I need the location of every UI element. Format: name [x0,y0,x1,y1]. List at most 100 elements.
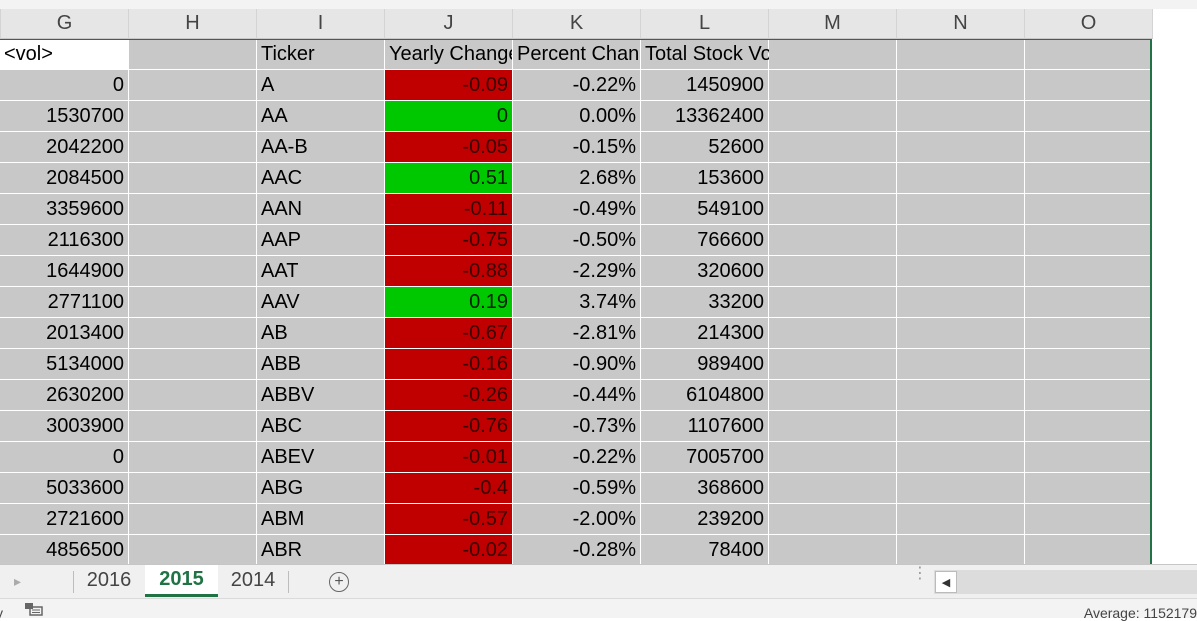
cell-yearly-change[interactable]: -0.09 [385,70,513,101]
sheet-scroll-right-icon[interactable]: ▸ [14,573,22,589]
cell-yearly-change[interactable]: -0.4 [385,473,513,504]
column-header-i[interactable]: I [257,9,385,39]
add-sheet-button[interactable]: + [329,572,349,592]
cell-empty-h[interactable] [129,411,257,442]
cell-empty-n[interactable] [897,163,1025,194]
cell-yearly-change[interactable]: 0.51 [385,163,513,194]
cell-empty-m[interactable] [769,256,897,287]
cell-empty-m[interactable] [769,132,897,163]
cell-empty-o[interactable] [1025,256,1153,287]
column-header-n[interactable]: N [897,9,1025,39]
cell-empty-o[interactable] [1025,504,1153,535]
column-header-g[interactable]: G [0,9,129,39]
sheet-tab-2015[interactable]: 2015 [145,565,218,597]
cell-total-volume[interactable]: 13362400 [641,101,769,132]
cell-empty-n[interactable] [897,535,1025,566]
cell-vol[interactable]: 2721600 [0,504,129,535]
cell-empty-h[interactable] [129,287,257,318]
cell-vol[interactable]: 2013400 [0,318,129,349]
cell-ticker[interactable]: AA-B [257,132,385,163]
cell-n1[interactable] [897,39,1025,70]
cell-empty-o[interactable] [1025,225,1153,256]
cell-yearly-change[interactable]: -0.05 [385,132,513,163]
cell-empty-n[interactable] [897,225,1025,256]
cell-vol[interactable]: 5134000 [0,349,129,380]
column-header-k[interactable]: K [513,9,641,39]
cell-empty-m[interactable] [769,535,897,566]
cell-empty-n[interactable] [897,473,1025,504]
cell-ticker[interactable]: ABM [257,504,385,535]
cell-yearly-change[interactable]: -0.88 [385,256,513,287]
cell-empty-o[interactable] [1025,132,1153,163]
cell-vol[interactable]: 2084500 [0,163,129,194]
cell-vol[interactable]: 1530700 [0,101,129,132]
cell-empty-m[interactable] [769,504,897,535]
cell-empty-h[interactable] [129,504,257,535]
cell-empty-o[interactable] [1025,411,1153,442]
cell-empty-h[interactable] [129,132,257,163]
cell-yearly-change[interactable]: -0.76 [385,411,513,442]
cell-vol[interactable]: 2042200 [0,132,129,163]
cell-empty-m[interactable] [769,442,897,473]
cell-empty-o[interactable] [1025,318,1153,349]
cell-total-volume[interactable]: 1107600 [641,411,769,442]
cell-empty-h[interactable] [129,535,257,566]
cell-ticker[interactable]: ABR [257,535,385,566]
cell-i1[interactable]: Ticker [257,39,385,70]
column-header-l[interactable]: L [641,9,769,39]
cell-vol[interactable]: 3359600 [0,194,129,225]
cell-yearly-change[interactable]: -0.75 [385,225,513,256]
cell-empty-o[interactable] [1025,349,1153,380]
cell-ticker[interactable]: A [257,70,385,101]
cell-empty-n[interactable] [897,256,1025,287]
cell-g1[interactable]: <vol> [0,39,129,70]
cell-empty-n[interactable] [897,287,1025,318]
cell-empty-o[interactable] [1025,380,1153,411]
cell-empty-n[interactable] [897,194,1025,225]
cell-empty-n[interactable] [897,411,1025,442]
cell-k1[interactable]: Percent Change [513,39,641,70]
cell-empty-o[interactable] [1025,163,1153,194]
cell-vol[interactable]: 4856500 [0,535,129,566]
sheet-tab-2014[interactable]: 2014 [230,568,276,591]
cell-empty-h[interactable] [129,194,257,225]
cell-yearly-change[interactable]: -0.01 [385,442,513,473]
cell-ticker[interactable]: AAP [257,225,385,256]
cell-empty-o[interactable] [1025,194,1153,225]
cell-empty-m[interactable] [769,349,897,380]
cell-empty-n[interactable] [897,318,1025,349]
cell-ticker[interactable]: AA [257,101,385,132]
cell-total-volume[interactable]: 214300 [641,318,769,349]
cell-percent-change[interactable]: -2.29% [513,256,641,287]
cell-percent-change[interactable]: -2.00% [513,504,641,535]
cell-total-volume[interactable]: 766600 [641,225,769,256]
cell-percent-change[interactable]: 0.00% [513,101,641,132]
cell-vol[interactable]: 0 [0,70,129,101]
cell-empty-o[interactable] [1025,70,1153,101]
cell-yearly-change[interactable]: -0.57 [385,504,513,535]
cell-empty-o[interactable] [1025,442,1153,473]
cell-percent-change[interactable]: -0.15% [513,132,641,163]
cell-empty-m[interactable] [769,287,897,318]
cell-percent-change[interactable]: -0.22% [513,70,641,101]
cell-empty-h[interactable] [129,442,257,473]
column-header-o[interactable]: O [1025,9,1153,39]
cell-empty-h[interactable] [129,473,257,504]
scroll-left-button[interactable]: ◀ [935,571,957,593]
cell-empty-h[interactable] [129,70,257,101]
cell-empty-m[interactable] [769,70,897,101]
cell-total-volume[interactable]: 1450900 [641,70,769,101]
cell-total-volume[interactable]: 6104800 [641,380,769,411]
cell-j1[interactable]: Yearly Change [385,39,513,70]
cell-percent-change[interactable]: -2.81% [513,318,641,349]
cell-ticker[interactable]: ABB [257,349,385,380]
cell-empty-m[interactable] [769,380,897,411]
cell-empty-h[interactable] [129,349,257,380]
cell-empty-n[interactable] [897,380,1025,411]
cell-ticker[interactable]: ABEV [257,442,385,473]
cell-yearly-change[interactable]: -0.26 [385,380,513,411]
macro-recording-icon[interactable] [24,602,44,616]
cell-yearly-change[interactable]: 0.19 [385,287,513,318]
cell-yearly-change[interactable]: -0.11 [385,194,513,225]
cell-empty-o[interactable] [1025,287,1153,318]
